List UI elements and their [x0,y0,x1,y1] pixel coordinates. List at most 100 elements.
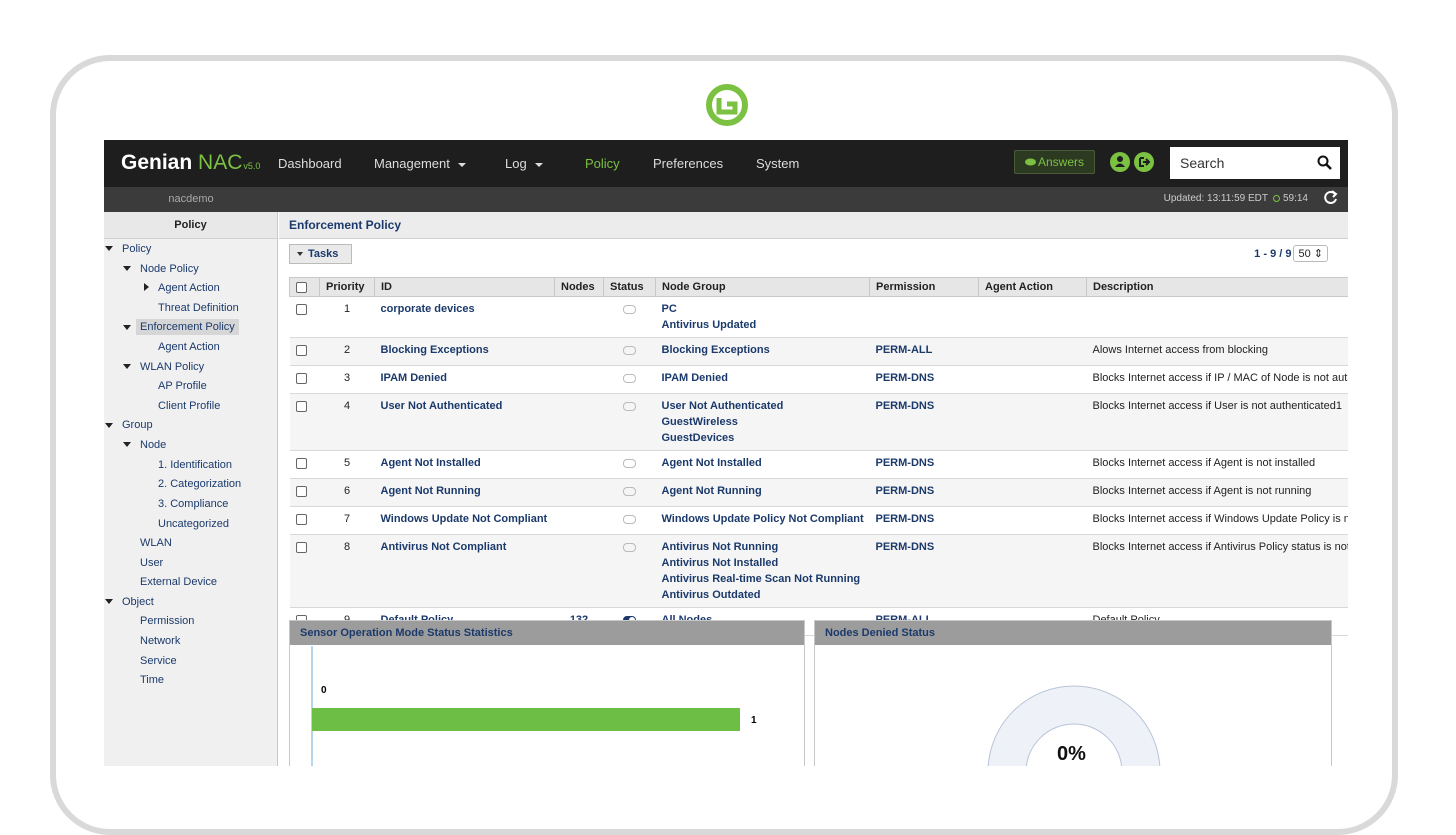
nav-management[interactable]: Management [374,156,466,171]
column-header[interactable]: Nodes [554,277,604,297]
status-toggle-icon[interactable] [623,459,636,468]
permission-cell[interactable]: PERM-DNS [869,393,979,451]
sidebar-item-time[interactable]: Time [140,674,165,686]
sidebar-item-threat-definition[interactable]: Threat Definition [158,302,239,314]
column-header[interactable]: Permission [869,277,979,297]
sidebar-item-node-policy[interactable]: Node Policy [140,263,199,275]
row-checkbox[interactable] [295,514,307,525]
table-row[interactable]: 1 corporate devices PC Antivirus Updated [289,296,1348,338]
sidebar-item-network[interactable]: Network [140,635,181,647]
sidebar-item-service[interactable]: Service [140,655,177,667]
sidebar-item-wlan[interactable]: WLAN [140,537,172,549]
node-group-link[interactable]: GuestDevices [661,432,735,444]
sidebar-item-external-device[interactable]: External Device [140,576,218,588]
sidebar-item-categorization[interactable]: 2. Categorization [158,478,242,490]
node-group-link[interactable]: Antivirus Real-time Scan Not Running [661,573,861,585]
row-checkbox[interactable] [295,401,307,412]
policy-id-link[interactable]: Agent Not Running [374,478,555,507]
bar[interactable] [312,708,740,731]
sidebar-item-identification[interactable]: 1. Identification [158,459,232,471]
policy-id-link[interactable]: User Not Authenticated [374,393,555,451]
status-toggle-icon[interactable] [623,487,636,496]
chevron-down-icon[interactable] [105,246,113,251]
column-header[interactable]: Status [603,277,656,297]
row-checkbox[interactable] [295,345,307,356]
node-group-link[interactable]: Agent Not Installed [661,457,762,469]
chevron-down-icon[interactable] [123,325,131,330]
column-header[interactable]: Agent Action [978,277,1087,297]
permission-cell[interactable]: PERM-DNS [869,506,979,535]
column-header[interactable]: Priority [319,277,375,297]
chevron-down-icon[interactable] [123,442,131,447]
sidebar-item-node[interactable]: Node [140,439,167,451]
table-row[interactable]: 6 Agent Not Running Agent Not Running PERM-… [289,478,1348,507]
policy-id-link[interactable]: Agent Not Installed [374,450,555,479]
node-group-link[interactable]: Agent Not Running [661,485,762,497]
chevron-down-icon[interactable] [123,364,131,369]
nodes-cell[interactable] [554,450,604,479]
refresh-icon[interactable] [1323,190,1339,206]
node-group-link[interactable]: Antivirus Not Installed [661,557,779,569]
sidebar-item-object[interactable]: Object [122,596,154,608]
node-group-link[interactable]: Antivirus Updated [661,319,757,331]
node-group-link[interactable]: User Not Authenticated [661,400,784,412]
sidebar-item-user[interactable]: User [140,557,164,569]
permission-cell[interactable]: PERM-DNS [869,478,979,507]
node-group-link[interactable]: IPAM Denied [661,372,728,384]
sidebar-item-enforcement-policy[interactable]: Enforcement Policy [136,319,239,335]
select-all-checkbox[interactable] [296,281,307,293]
nodes-cell[interactable] [554,393,604,451]
sidebar-item-agent-action-2[interactable]: Agent Action [158,341,220,353]
policy-id-link[interactable]: corporate devices [374,296,555,338]
sidebar-item-permission[interactable]: Permission [140,615,195,627]
node-group-link[interactable]: Blocking Exceptions [661,344,770,356]
permission-cell[interactable]: PERM-DNS [869,534,979,608]
table-row[interactable]: 2 Blocking Exceptions Blocking Exceptions P… [289,337,1348,366]
nodes-cell[interactable] [554,478,604,507]
sidebar-item-wlan-policy[interactable]: WLAN Policy [140,361,205,373]
nav-dashboard[interactable]: Dashboard [278,156,342,171]
nav-log[interactable]: Log [505,156,543,171]
policy-id-link[interactable]: Windows Update Not Compliant [374,506,555,535]
nav-system[interactable]: System [756,156,800,171]
column-header[interactable]: Description [1086,277,1348,297]
table-row[interactable]: 3 IPAM Denied IPAM Denied PERM-DNS Blocks In… [289,365,1348,394]
status-toggle-icon[interactable] [623,305,636,314]
status-toggle-icon[interactable] [623,515,636,524]
brand-logo[interactable]: Genian NACv5.0 [121,151,260,175]
table-row[interactable]: 5 Agent Not Installed Agent Not Installed P… [289,450,1348,479]
nodes-cell[interactable] [554,296,604,338]
node-group-link[interactable]: GuestWireless [661,416,738,428]
row-checkbox[interactable] [295,486,307,497]
chevron-right-icon[interactable] [144,283,149,291]
answers-button[interactable]: Answers [1014,150,1095,174]
user-icon[interactable] [1110,152,1130,172]
sidebar-item-compliance[interactable]: 3. Compliance [158,498,229,510]
row-checkbox[interactable] [295,373,307,384]
policy-id-link[interactable]: IPAM Denied [374,365,555,394]
status-toggle-icon[interactable] [623,543,636,552]
nodes-cell[interactable] [554,534,604,608]
search-icon[interactable] [1317,155,1332,170]
permission-cell[interactable]: PERM-DNS [869,365,979,394]
policy-id-link[interactable]: Blocking Exceptions [374,337,555,366]
sidebar-item-client-profile[interactable]: Client Profile [158,400,221,412]
node-group-link[interactable]: Windows Update Policy Not Compliant [661,513,864,525]
row-checkbox[interactable] [295,542,307,553]
chevron-down-icon[interactable] [105,423,113,428]
table-row[interactable]: 8 Antivirus Not Compliant Antivirus Not Ru… [289,534,1348,608]
sidebar-item-policy[interactable]: Policy [122,243,152,255]
node-group-link[interactable]: Antivirus Not Running [661,541,779,553]
permission-cell[interactable]: PERM-DNS [869,450,979,479]
table-row[interactable]: 4 User Not Authenticated User Not Authenti… [289,393,1348,451]
search-input[interactable]: Search [1170,147,1340,179]
nodes-cell[interactable] [554,506,604,535]
permission-cell[interactable] [869,296,979,338]
nodes-cell[interactable] [554,365,604,394]
sidebar-item-agent-action[interactable]: Agent Action [158,282,220,294]
nodes-cell[interactable] [554,337,604,366]
page-size-select[interactable]: 50 ⇕ [1293,245,1328,262]
nav-policy[interactable]: Policy [585,156,620,171]
node-group-link[interactable]: Antivirus Outdated [661,589,761,601]
row-checkbox[interactable] [295,458,307,469]
